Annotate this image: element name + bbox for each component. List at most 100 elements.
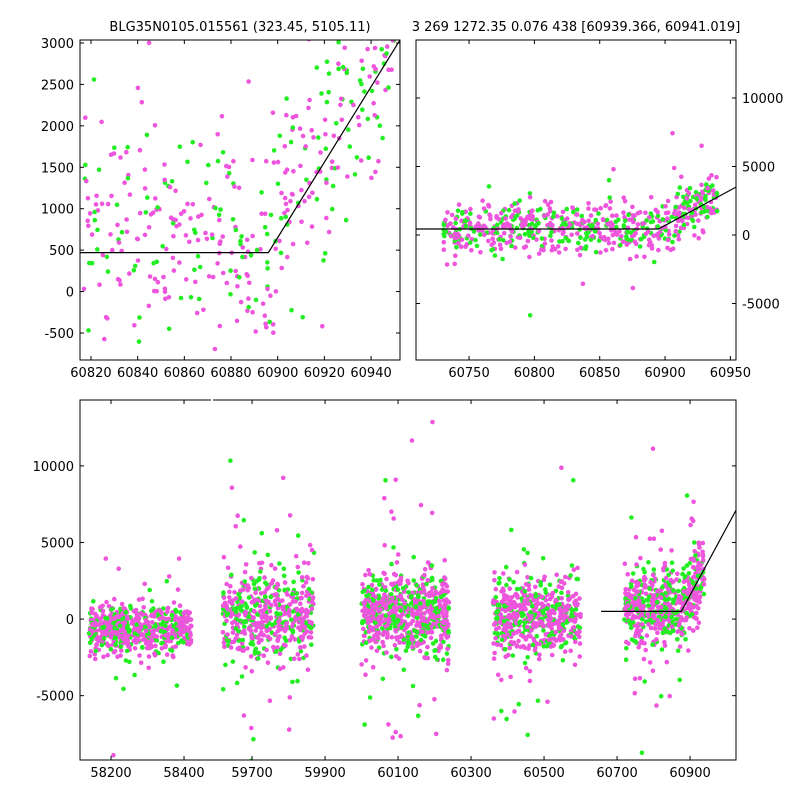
data-point-green (268, 594, 274, 600)
data-point-magenta (324, 215, 329, 221)
data-point-green (291, 579, 296, 585)
data-point-green (377, 582, 382, 587)
data-point-magenta (508, 674, 513, 680)
data-point-magenta (511, 611, 517, 616)
data-point-green (268, 212, 274, 218)
data-point-magenta (665, 237, 671, 243)
data-point-magenta (499, 677, 504, 683)
data-point-magenta (562, 649, 568, 654)
data-point-green (478, 232, 483, 237)
data-point-magenta (154, 288, 159, 294)
data-point-green (366, 584, 371, 590)
data-point-green (174, 609, 179, 614)
data-point-green (681, 201, 686, 207)
data-point-green (669, 560, 675, 565)
data-point-magenta (278, 391, 283, 396)
data-point-magenta (284, 621, 289, 627)
data-point-magenta (422, 572, 427, 578)
data-point-magenta (554, 213, 560, 219)
data-point-magenta (380, 639, 386, 645)
data-point-magenta (219, 114, 225, 119)
data-point-magenta (282, 580, 288, 585)
data-point-magenta (522, 562, 528, 567)
data-point-magenta (85, 218, 90, 224)
data-point-magenta (233, 524, 238, 529)
data-point-green (468, 211, 473, 216)
data-point-green (626, 618, 632, 624)
data-point-magenta (396, 656, 402, 661)
data-point-magenta (125, 616, 130, 621)
data-point-green (166, 326, 172, 332)
data-point-magenta (405, 578, 410, 584)
data-point-green (369, 88, 375, 94)
data-point-magenta (151, 633, 157, 639)
data-point-green (248, 641, 253, 646)
data-point-magenta (592, 207, 597, 212)
data-point-magenta (295, 564, 301, 570)
data-point-green (703, 196, 708, 201)
x-tick-label: 58400 (163, 766, 204, 781)
data-point-magenta (656, 236, 662, 241)
data-point-green (357, 78, 363, 83)
data-point-magenta (508, 602, 514, 608)
data-point-green (343, 217, 349, 223)
data-point-magenta (675, 571, 680, 577)
data-point-green (411, 554, 417, 560)
data-point-green (246, 595, 252, 600)
panel-2-model-line (601, 510, 736, 613)
data-point-magenta (276, 619, 281, 625)
data-point-green (236, 628, 241, 634)
data-point-magenta (335, 165, 341, 170)
data-point-magenta (637, 675, 643, 681)
data-point-magenta (486, 238, 491, 244)
data-point-magenta (577, 596, 582, 601)
data-point-green (588, 237, 594, 243)
data-point-magenta (512, 709, 517, 714)
data-point-magenta (409, 438, 415, 443)
data-point-green (398, 608, 403, 613)
data-point-magenta (171, 233, 176, 239)
data-point-magenta (632, 239, 638, 245)
data-point-green (160, 244, 165, 249)
data-point-green (252, 586, 258, 592)
data-point-magenta (282, 210, 287, 216)
data-point-green (284, 96, 289, 101)
data-point-magenta (113, 630, 119, 635)
data-point-magenta (586, 218, 591, 223)
data-point-magenta (567, 617, 573, 623)
data-point-green (535, 698, 541, 703)
data-point-magenta (669, 548, 674, 553)
data-point-magenta (381, 600, 386, 606)
data-point-magenta (550, 608, 555, 613)
data-point-magenta (331, 133, 337, 139)
data-point-green (425, 601, 431, 607)
data-point-green (522, 660, 528, 666)
data-point-green (314, 196, 320, 202)
data-point-magenta (157, 616, 162, 622)
data-point-magenta (699, 182, 704, 188)
data-point-green (132, 263, 138, 269)
data-point-magenta (511, 631, 516, 636)
data-point-green (468, 240, 473, 245)
data-point-magenta (509, 229, 515, 234)
data-point-magenta (381, 570, 386, 576)
data-point-magenta (633, 231, 638, 236)
data-point-green (140, 645, 145, 650)
data-point-green (433, 638, 439, 644)
data-point-magenta (198, 142, 203, 148)
data-point-green (226, 638, 231, 644)
y-tick-label: -5000 (742, 298, 780, 313)
data-point-magenta (298, 645, 303, 650)
data-point-magenta (559, 465, 564, 471)
data-point-green (621, 223, 627, 228)
data-point-magenta (176, 556, 182, 561)
data-point-green (119, 229, 125, 235)
data-point-magenta (670, 246, 676, 251)
data-point-green (501, 618, 507, 624)
data-point-magenta (685, 215, 691, 221)
data-point-green (289, 617, 294, 622)
data-point-green (578, 235, 583, 240)
data-point-magenta (122, 180, 127, 185)
data-point-magenta (561, 628, 567, 633)
data-point-green (432, 599, 438, 605)
